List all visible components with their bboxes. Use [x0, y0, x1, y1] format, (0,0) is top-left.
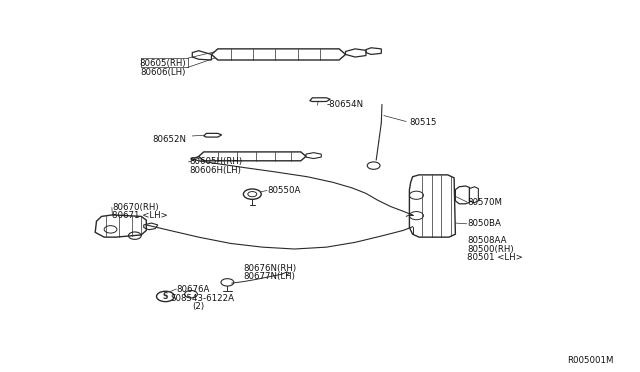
Text: 80677N(LH): 80677N(LH) — [243, 272, 295, 281]
Text: 80500(RH): 80500(RH) — [467, 244, 513, 253]
Text: 8050BA: 8050BA — [467, 219, 500, 228]
Text: 80652N: 80652N — [152, 135, 186, 144]
Text: 80501 <LH>: 80501 <LH> — [467, 253, 523, 262]
Text: 80550A: 80550A — [267, 186, 300, 195]
Text: 80570M: 80570M — [467, 198, 502, 207]
Text: (2): (2) — [192, 302, 204, 311]
Text: S: S — [163, 292, 168, 301]
Text: 80606(LH): 80606(LH) — [141, 68, 186, 77]
Text: 80605H(RH): 80605H(RH) — [189, 157, 242, 166]
Text: 80605(RH): 80605(RH) — [140, 59, 186, 68]
Text: 80676N(RH): 80676N(RH) — [243, 264, 296, 273]
Text: R005001M: R005001M — [567, 356, 614, 365]
Text: 80515: 80515 — [410, 119, 437, 128]
Text: -80654N: -80654N — [326, 100, 364, 109]
Text: 80670(RH): 80670(RH) — [113, 203, 159, 212]
Text: 80676A: 80676A — [176, 285, 210, 294]
Text: 80508AA: 80508AA — [467, 236, 506, 246]
Text: 80606H(LH): 80606H(LH) — [189, 166, 241, 174]
Text: 80671 <LH>: 80671 <LH> — [113, 211, 168, 220]
Text: S08543-6122A: S08543-6122A — [170, 294, 234, 303]
